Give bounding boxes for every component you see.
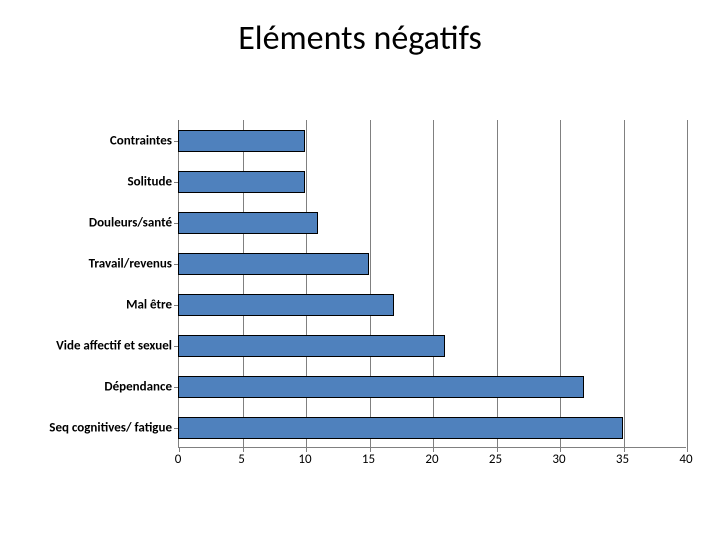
y-axis-label: Seq cognitives/ fatigue <box>0 420 172 435</box>
bar <box>178 376 584 398</box>
chart-row: Travail/revenus <box>0 243 720 284</box>
slide-page: Eléments négatifs 0 5 10 15 20 25 30 35 40 Contr… <box>0 0 720 540</box>
bar <box>178 417 623 439</box>
bar <box>178 130 305 152</box>
x-axis-label: 0 <box>175 452 182 467</box>
bar <box>178 335 445 357</box>
chart-row: Contraintes <box>0 120 720 161</box>
bar <box>178 171 305 193</box>
chart-area: 0 5 10 15 20 25 30 35 40 Contraintes Solitude Doul… <box>0 120 720 490</box>
y-axis-label: Douleurs/santé <box>0 215 172 230</box>
y-axis-label: Contraintes <box>0 133 172 148</box>
x-axis-labels: 0510152025303540 <box>178 452 686 472</box>
chart-row: Mal être <box>0 284 720 325</box>
chart-row: Vide affectif et sexuel <box>0 325 720 366</box>
x-axis-label: 35 <box>616 452 629 467</box>
chart-row: Seq cognitives/ fatigue <box>0 407 720 448</box>
x-axis-label: 5 <box>238 452 245 467</box>
y-axis-label: Mal être <box>0 297 172 312</box>
y-axis-label: Dépendance <box>0 379 172 394</box>
y-axis-label: Vide affectif et sexuel <box>0 338 172 353</box>
x-axis-label: 20 <box>425 452 438 467</box>
chart-row: Solitude <box>0 161 720 202</box>
chart-title: Eléments négatifs <box>0 0 720 65</box>
bar <box>178 294 394 316</box>
y-axis-label: Solitude <box>0 174 172 189</box>
x-axis-label: 10 <box>298 452 311 467</box>
y-axis-label: Travail/revenus <box>0 256 172 271</box>
x-axis-label: 25 <box>489 452 502 467</box>
chart-row: Douleurs/santé <box>0 202 720 243</box>
bar <box>178 253 369 275</box>
bar <box>178 212 318 234</box>
x-axis-label: 15 <box>362 452 375 467</box>
x-axis-label: 40 <box>679 452 692 467</box>
chart-row: Dépendance <box>0 366 720 407</box>
x-axis-label: 30 <box>552 452 565 467</box>
